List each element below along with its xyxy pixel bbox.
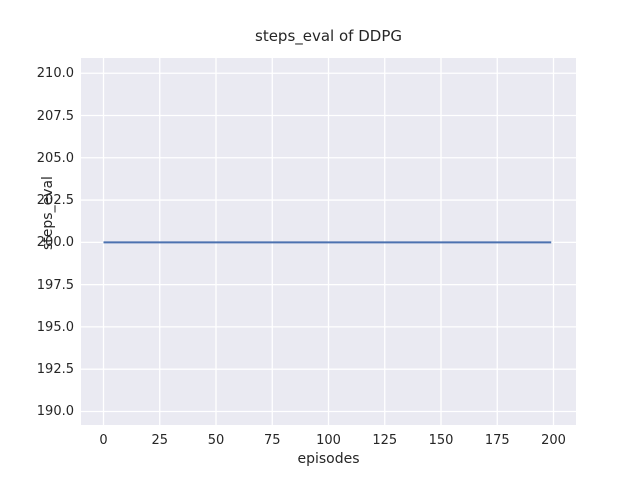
x-tick-label: 0 [99, 433, 108, 448]
x-tick-label: 125 [372, 433, 398, 448]
x-tick-label: 100 [316, 433, 341, 448]
x-tick-label: 175 [484, 433, 510, 448]
x-axis-label: episodes [297, 451, 360, 467]
x-tick-label: 25 [151, 433, 169, 448]
y-tick-label: 210.0 [36, 66, 74, 82]
y-tick-label: 205.0 [36, 150, 74, 166]
y-tick-label: 195.0 [36, 319, 74, 335]
x-tick-label: 50 [207, 433, 225, 448]
plot-canvas [81, 58, 576, 425]
x-tick-label: 75 [263, 433, 281, 448]
x-tick-label: 200 [541, 433, 566, 448]
y-tick-label: 192.5 [36, 362, 74, 378]
plot-area [81, 58, 576, 425]
y-tick-label: 190.0 [36, 404, 74, 420]
chart-title: steps_eval of DDPG [255, 27, 402, 45]
y-tick-label: 197.5 [36, 277, 74, 293]
y-tick-label: 207.5 [36, 108, 74, 124]
y-tick-label: 200.0 [36, 235, 74, 251]
x-tick-label: 150 [428, 433, 454, 448]
y-tick-label: 202.5 [36, 193, 74, 209]
